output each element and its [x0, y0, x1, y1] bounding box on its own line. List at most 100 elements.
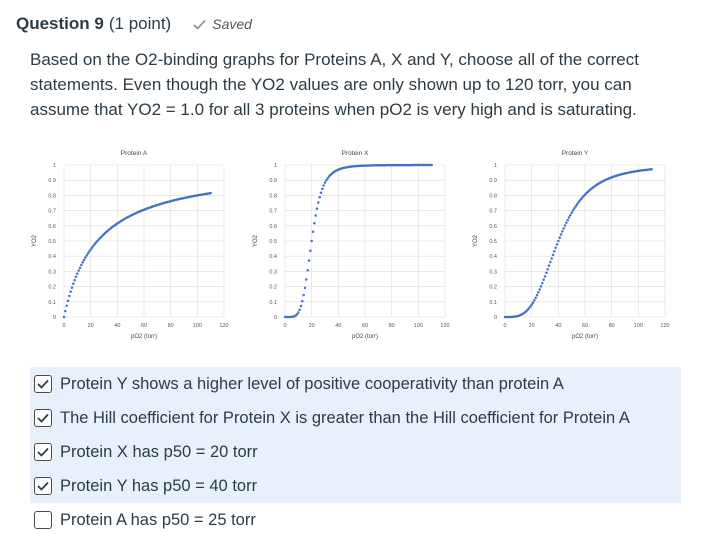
data-point [326, 176, 329, 180]
data-point [559, 233, 563, 236]
checkmark-icon [37, 379, 49, 389]
data-point [321, 187, 324, 191]
data-point [550, 257, 553, 260]
x-tick-label: 80 [389, 323, 395, 329]
question-title: Question 9 [16, 14, 104, 33]
data-point [89, 248, 92, 251]
data-point [92, 244, 95, 248]
data-point [78, 266, 82, 269]
chart-area: 0 0.1 0.2 0.3 0.4 0.5 0.6 0.7 0.8 0.9 1 0 20 40 60 80 10… [26, 145, 686, 355]
data-point [573, 207, 576, 210]
answer-option[interactable]: Protein A has p50 = 25 torr [30, 503, 681, 537]
data-point [70, 286, 74, 289]
y-tick-label: 0.5 [269, 239, 277, 245]
answer-option[interactable]: Protein Y shows a higher level of positi… [30, 367, 681, 401]
chart-svg: 0 0.1 0.2 0.3 0.4 0.5 0.6 0.7 0.8 0.9 1 0 20 40 60 80 10… [253, 150, 450, 340]
answer-list: Protein Y shows a higher level of positi… [30, 367, 681, 537]
data-point [209, 191, 212, 195]
data-point [551, 253, 555, 257]
answer-checkbox[interactable] [34, 511, 52, 529]
x-tick-label: 60 [582, 323, 588, 329]
answer-label: Protein Y shows a higher level of positi… [60, 374, 564, 393]
data-point [430, 163, 433, 167]
y-tick-label: 0.6 [269, 224, 277, 230]
y-tick-label: 0 [494, 315, 497, 321]
checkmark-icon [37, 481, 49, 491]
data-point [319, 191, 323, 194]
data-point [85, 254, 88, 257]
chart-protein-x: 0 0.1 0.2 0.3 0.4 0.5 0.6 0.7 0.8 0.9 1 0 20 40 60 80 10… [247, 145, 457, 350]
data-point [84, 256, 87, 259]
answer-checkbox[interactable] [34, 375, 52, 393]
data-point [318, 196, 321, 199]
y-tick-label: 0.6 [48, 224, 56, 230]
data-point [570, 211, 573, 214]
answer-option[interactable]: Protein X has p50 = 20 torr [30, 435, 681, 469]
answer-checkbox[interactable] [34, 477, 52, 495]
x-axis-label: pO2 (torr) [352, 334, 378, 340]
x-tick-label: 40 [335, 323, 341, 329]
data-point [62, 315, 66, 319]
data-point [530, 303, 533, 306]
x-axis-label: pO2 (torr) [131, 334, 157, 340]
y-axis-label: YO2 [473, 234, 479, 247]
y-tick-label: 0.7 [48, 209, 56, 215]
data-point [527, 306, 531, 310]
answer-option[interactable]: Protein Y has p50 = 40 torr [30, 469, 681, 503]
data-point [298, 308, 301, 311]
y-tick-label: 0.4 [48, 254, 56, 260]
data-point [80, 263, 83, 267]
data-point [547, 264, 551, 267]
data-point [311, 230, 315, 234]
data-point [69, 290, 72, 293]
data-point [301, 299, 304, 303]
y-tick-label: 0.6 [489, 224, 497, 230]
data-point [534, 296, 537, 300]
question-text: Based on the O2-binding graphs for Prote… [30, 50, 639, 119]
data-point [309, 249, 312, 252]
data-point [575, 203, 579, 206]
x-tick-label: 0 [503, 323, 506, 329]
y-tick-label: 0.1 [269, 300, 277, 306]
data-point [82, 258, 86, 262]
data-point [74, 275, 78, 279]
question-points: (1 point) [108, 14, 172, 33]
answer-option[interactable]: The Hill coefficient for Protein X is gr… [30, 401, 681, 435]
data-point [76, 272, 79, 275]
answer-label: Protein Y has p50 = 40 torr [60, 476, 258, 495]
data-point [539, 285, 543, 288]
x-tick-label: 100 [414, 323, 423, 329]
y-tick-label: 0.9 [269, 178, 277, 184]
data-point [317, 201, 320, 204]
chart-protein-a: 0 0.1 0.2 0.3 0.4 0.5 0.6 0.7 0.8 0.9 1 0 20 40 60 80 10… [26, 145, 236, 350]
checkmark-icon [37, 447, 49, 457]
data-point [90, 246, 94, 249]
data-point [537, 291, 540, 294]
data-point [531, 301, 535, 304]
y-tick-label: 1 [494, 163, 497, 169]
y-tick-label: 0.1 [489, 300, 497, 306]
y-tick-label: 1 [53, 163, 56, 169]
data-point [561, 230, 564, 233]
x-tick-label: 20 [88, 323, 94, 329]
answer-label: The Hill coefficient for Protein X is gr… [60, 408, 630, 427]
x-tick-label: 0 [283, 323, 286, 329]
data-point [66, 299, 70, 302]
data-point [73, 278, 76, 282]
y-tick-label: 0.9 [489, 178, 497, 184]
y-tick-label: 0 [274, 315, 277, 321]
y-tick-label: 0.2 [48, 285, 56, 291]
checkmark-icon [37, 413, 49, 423]
data-point [77, 269, 80, 272]
answer-checkbox[interactable] [34, 443, 52, 461]
data-point [81, 261, 84, 264]
x-tick-label: 120 [660, 323, 669, 329]
data-point [542, 278, 545, 282]
y-tick-label: 0.7 [489, 209, 497, 215]
data-point [322, 184, 325, 187]
answer-checkbox[interactable] [34, 409, 52, 427]
data-point [578, 199, 581, 203]
y-tick-label: 0.5 [48, 239, 56, 245]
data-point [569, 213, 572, 217]
data-point [72, 282, 75, 285]
